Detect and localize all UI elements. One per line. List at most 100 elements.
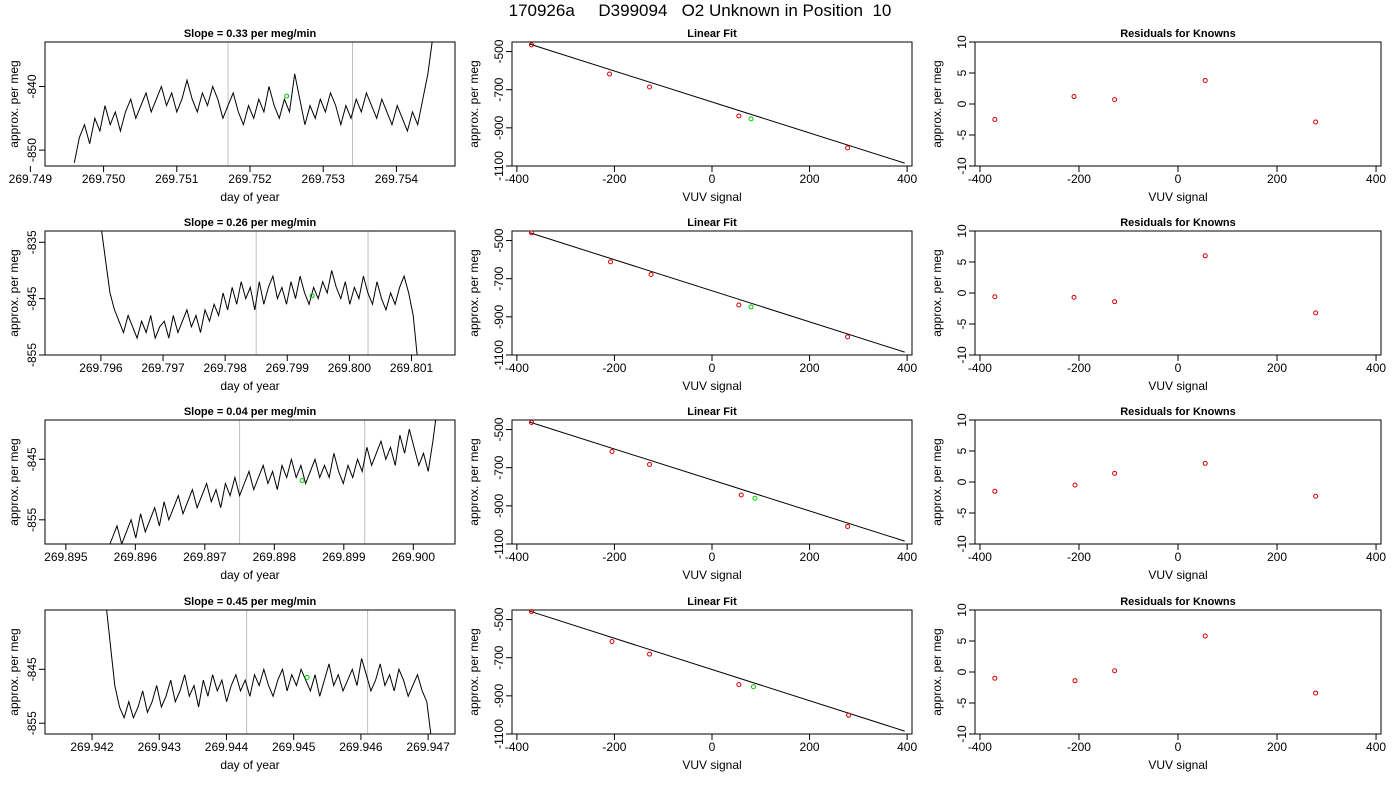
panel-12-y-axis-label: approx. per meg (930, 628, 944, 715)
panel-1-y-tick-label: -840 (25, 74, 39, 98)
panel-3-known-point-1 (992, 117, 998, 122)
panel-6-y-tick-label: 0 (955, 289, 969, 296)
panel-1-plot-frame (44, 41, 456, 167)
panel-3-x-tick-label: -200 (1067, 172, 1091, 186)
panel-12-plot-frame (974, 609, 1382, 735)
panel-10-y-tick-label: -855 (25, 711, 39, 735)
panel-5-x-tick-label: 0 (709, 361, 716, 375)
panel-9-known-point-3 (1112, 470, 1118, 476)
panel-4-plot-frame (44, 230, 456, 356)
panel-9-x-axis-label: VUV signal (1148, 568, 1207, 582)
panel-8-x-tick-label: 0 (709, 550, 716, 564)
panel-2-fit-line (528, 43, 905, 164)
panel-10-trace-line (106, 610, 432, 734)
panel-6-x-tick-label: 200 (1267, 361, 1287, 375)
panel-3-x-tick-label: -400 (968, 172, 992, 186)
panel-2-title: Linear Fit (687, 28, 737, 40)
panel-1-unknown-point (284, 93, 290, 99)
panel-6-plot-frame (974, 230, 1382, 356)
panel-2-y-tick-label: -700 (492, 77, 506, 101)
panel-2-x-tick-label: 0 (709, 172, 716, 186)
panel-10-unknown-point (304, 674, 310, 680)
panel-12-y-tick-label: -10 (955, 725, 969, 743)
panel-5-plot-frame (511, 230, 913, 356)
panel-9-x-tick-label: 200 (1267, 550, 1287, 564)
panel-5-unknown-point (748, 304, 754, 310)
panel-7-plot-frame (44, 419, 456, 545)
panel-7-unknown-point (299, 477, 305, 483)
panel-2-known-point-1 (529, 42, 535, 48)
panel-5-x-tick-label: 400 (897, 361, 917, 375)
panel-11-x-tick-label: 200 (800, 740, 820, 754)
panel-9-x-tick-label: -200 (1067, 550, 1091, 564)
panel-10-x-tick-label: 269.944 (205, 740, 249, 754)
panel-9-known-point-1 (992, 488, 998, 494)
panel-4-y-tick-label: -855 (25, 343, 39, 367)
panel-9-known-point-4 (1202, 460, 1208, 466)
panel-12-x-tick-label: -400 (968, 740, 992, 754)
panel-8-y-tick-label: -1100 (492, 529, 506, 559)
panel-2-x-tick-label: -200 (602, 172, 626, 186)
panel-8-x-axis-label: VUV signal (682, 568, 741, 582)
panel-5-x-axis-label: VUV signal (682, 379, 741, 393)
panel-5-fit-line (528, 232, 905, 353)
panel-1-trace-line (73, 42, 433, 163)
panel-3-x-tick-label: 0 (1175, 172, 1182, 186)
panel-4-x-axis-label: day of year (220, 379, 279, 393)
panel-8-known-point-1 (529, 419, 535, 425)
panel-6-y-tick-label: 10 (955, 224, 969, 238)
panel-3-title: Residuals for Knowns (1120, 28, 1236, 40)
panel-2-plot-frame (511, 41, 913, 167)
panel-11-plot-frame (511, 609, 913, 735)
panel-7-x-tick-label: 269.898 (253, 550, 297, 564)
panel-4-title: Slope = 0.26 per meg/min (184, 217, 317, 229)
panel-4-trace-line (101, 231, 418, 355)
panel-2-known-point-4 (736, 113, 742, 119)
panel-7-trace-line (109, 420, 437, 544)
panel-10-title: Slope = 0.45 per meg/min (184, 596, 317, 608)
panel-9-y-tick-label: 10 (955, 413, 969, 427)
panel-6-y-tick-label: -5 (955, 318, 969, 329)
panel-11-known-point-5 (846, 712, 852, 718)
panel-3-known-point-3 (1112, 97, 1118, 103)
panel-5-known-point-4 (736, 302, 742, 308)
panel-1-x-tick-label: 269.754 (375, 172, 419, 186)
panel-9-x-tick-label: 400 (1366, 550, 1386, 564)
panel-2-x-tick-label: -400 (505, 172, 529, 186)
panel-1-x-tick-label: 269.751 (155, 172, 199, 186)
panel-3-y-tick-label: 0 (955, 100, 969, 107)
panel-8-known-point-2 (609, 448, 615, 454)
panel-8-fit-line (528, 421, 905, 542)
panel-8-known-point-4 (738, 492, 744, 498)
panel-8-title: Linear Fit (687, 406, 737, 418)
panel-11-y-tick-label: -1100 (492, 719, 506, 749)
panel-4-x-tick-label: 269.801 (390, 361, 434, 375)
panel-2-x-tick-label: 200 (800, 172, 820, 186)
panel-3-known-point-5 (1313, 119, 1319, 125)
panel-2-known-point-2 (607, 71, 613, 77)
panel-1-y-axis-label: approx. per meg (7, 60, 21, 147)
panel-7-y-tick-label: -845 (25, 447, 39, 471)
panel-5-known-point-3 (648, 271, 654, 277)
panel-11-y-tick-label: -700 (492, 645, 506, 669)
panel-8-unknown-point (752, 495, 758, 501)
panel-9-y-tick-label: -5 (955, 507, 969, 518)
panel-1-x-tick-label: 269.752 (228, 172, 272, 186)
panel-7-x-tick-label: 269.897 (183, 550, 227, 564)
panel-3-y-tick-label: 10 (955, 35, 969, 49)
panel-3-plot-frame (974, 41, 1382, 167)
panel-12-y-tick-label: -5 (955, 697, 969, 708)
panel-6-x-tick-label: 0 (1175, 361, 1182, 375)
panel-12-y-tick-label: 0 (955, 668, 969, 675)
panel-2-y-tick-label: -1100 (492, 151, 506, 181)
panel-8-y-axis-label: approx. per meg (467, 438, 481, 525)
panel-8-y-tick-label: -500 (492, 417, 506, 441)
panel-5-y-axis-label: approx. per meg (467, 249, 481, 336)
panel-2-y-axis-label: approx. per meg (467, 60, 481, 147)
panel-12-x-tick-label: 400 (1366, 740, 1386, 754)
panel-8-x-tick-label: -200 (602, 550, 626, 564)
panel-5-x-tick-label: 200 (800, 361, 820, 375)
panel-6-known-point-2 (1071, 294, 1077, 300)
panel-7-x-tick-label: 269.895 (44, 550, 88, 564)
